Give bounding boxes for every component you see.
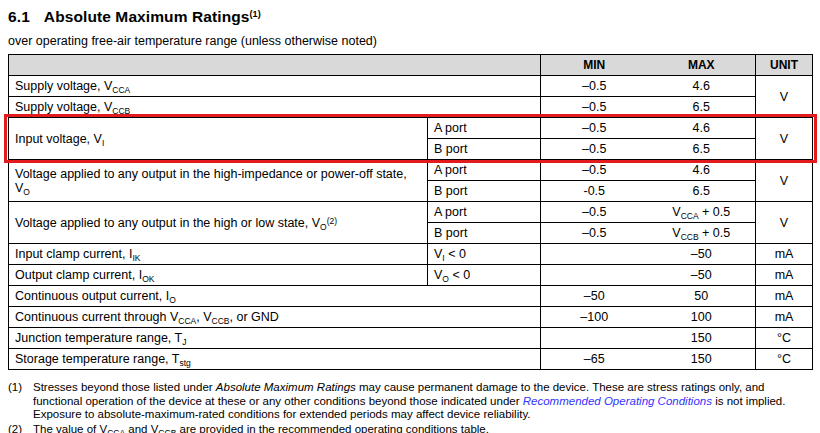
min-cell: –65 [541, 349, 648, 370]
condition-cell: VO < 0 [428, 265, 541, 286]
column-header-min: MIN [541, 55, 648, 76]
footnote-label: (2) [8, 423, 33, 433]
table-wrap: MIN MAX UNIT Supply voltage, VCCA–0.54.6… [8, 54, 812, 370]
max-cell: –50 [648, 244, 756, 265]
table-row: Junction temperature range, TJ 150°C [9, 328, 813, 349]
condition-cell: B port [428, 139, 541, 160]
max-cell: 6.5 [648, 181, 756, 202]
section-number: 6.1 [8, 8, 30, 25]
column-header-max: MAX [648, 55, 756, 76]
parameter-cell: Input voltage, VI [9, 118, 428, 160]
unit-cell: mA [756, 286, 813, 307]
parameter-cell: Voltage applied to any output in the hig… [9, 160, 428, 202]
min-cell: –50 [541, 286, 648, 307]
parameter-cell: Supply voltage, VCCA [9, 76, 541, 97]
min-cell: –0.5 [541, 139, 648, 160]
ratings-table-body: Supply voltage, VCCA–0.54.6VSupply volta… [9, 76, 813, 370]
condition-cell: B port [428, 181, 541, 202]
parameter-cell: Storage temperature range, Tstg [9, 349, 541, 370]
parameter-cell: Continuous current through VCCA, VCCB, o… [9, 307, 541, 328]
footnote: (1)Stresses beyond those listed under Ab… [8, 381, 816, 422]
max-cell: VCCA + 0.5 [648, 202, 756, 223]
max-cell: 4.6 [648, 76, 756, 97]
parameter-cell: Output clamp current, IOK [9, 265, 428, 286]
max-cell: 150 [648, 328, 756, 349]
footnote: (2)The value of VCCA and VCCB are provid… [8, 423, 816, 433]
parameter-cell: Supply voltage, VCCB [9, 97, 541, 118]
table-header-row: MIN MAX UNIT [9, 55, 813, 76]
section-heading: 6.1 Absolute Maximum Ratings(1) [8, 8, 812, 26]
table-row: Supply voltage, VCCA–0.54.6V [9, 76, 813, 97]
footnotes: (1)Stresses beyond those listed under Ab… [8, 381, 816, 433]
max-cell: 4.6 [648, 118, 756, 139]
min-cell: –0.5 [541, 223, 648, 244]
unit-cell: V [756, 118, 813, 160]
ratings-table: MIN MAX UNIT Supply voltage, VCCA–0.54.6… [8, 54, 813, 370]
condition-cell: A port [428, 118, 541, 139]
max-cell: 6.5 [648, 97, 756, 118]
table-row: Output clamp current, IOKVO < 0 –50mA [9, 265, 813, 286]
unit-cell: °C [756, 328, 813, 349]
min-cell: –0.5 [541, 97, 648, 118]
table-row: Continuous output current, IO–5050mA [9, 286, 813, 307]
unit-cell: mA [756, 244, 813, 265]
table-row: Storage temperature range, Tstg–65150°C [9, 349, 813, 370]
condition-cell: VI < 0 [428, 244, 541, 265]
table-row: Input voltage, VIA port–0.54.6V [9, 118, 813, 139]
table-row: Input clamp current, IIKVI < 0 –50mA [9, 244, 813, 265]
condition-cell: A port [428, 160, 541, 181]
min-cell [541, 265, 648, 286]
table-subtitle: over operating free-air temperature rang… [8, 34, 812, 48]
max-cell: 150 [648, 349, 756, 370]
min-cell: –0.5 [541, 202, 648, 223]
column-header-unit: UNIT [756, 55, 813, 76]
section-title: Absolute Maximum Ratings [44, 8, 250, 25]
unit-cell: V [756, 76, 813, 118]
min-cell: –0.5 [541, 76, 648, 97]
unit-cell: V [756, 160, 813, 202]
recommended-operating-conditions-link[interactable]: Recommended Operating Conditions [523, 395, 712, 407]
max-cell: –50 [648, 265, 756, 286]
unit-cell: V [756, 202, 813, 244]
footnote-text: The value of VCCA and VCCB are provided … [33, 423, 816, 433]
table-row: Supply voltage, VCCB–0.56.5 [9, 97, 813, 118]
table-row: Voltage applied to any output in the hig… [9, 160, 813, 181]
min-cell: –0.5 [541, 160, 648, 181]
datasheet-page: 6.1Absolute Maximum Ratings(1) over oper… [0, 0, 820, 433]
footnote-text: Stresses beyond those listed under Absol… [33, 381, 816, 422]
max-cell: VCCB + 0.5 [648, 223, 756, 244]
max-cell: 100 [648, 307, 756, 328]
max-cell: 4.6 [648, 160, 756, 181]
condition-cell: A port [428, 202, 541, 223]
min-cell: –100 [541, 307, 648, 328]
footnote-label: (1) [8, 381, 33, 422]
min-cell [541, 328, 648, 349]
table-row: Continuous current through VCCA, VCCB, o… [9, 307, 813, 328]
parameter-cell: Input clamp current, IIK [9, 244, 428, 265]
unit-cell: °C [756, 349, 813, 370]
min-cell: –0.5 [541, 118, 648, 139]
max-cell: 6.5 [648, 139, 756, 160]
min-cell: -0.5 [541, 181, 648, 202]
parameter-cell: Junction temperature range, TJ [9, 328, 541, 349]
min-cell [541, 244, 648, 265]
unit-cell: mA [756, 307, 813, 328]
section-title-footnote-ref: (1) [250, 9, 261, 19]
column-header-parameter [9, 55, 541, 76]
table-row: Voltage applied to any output in the hig… [9, 202, 813, 223]
parameter-cell: Continuous output current, IO [9, 286, 541, 307]
parameter-cell: Voltage applied to any output in the hig… [9, 202, 428, 244]
condition-cell: B port [428, 223, 541, 244]
unit-cell: mA [756, 265, 813, 286]
max-cell: 50 [648, 286, 756, 307]
